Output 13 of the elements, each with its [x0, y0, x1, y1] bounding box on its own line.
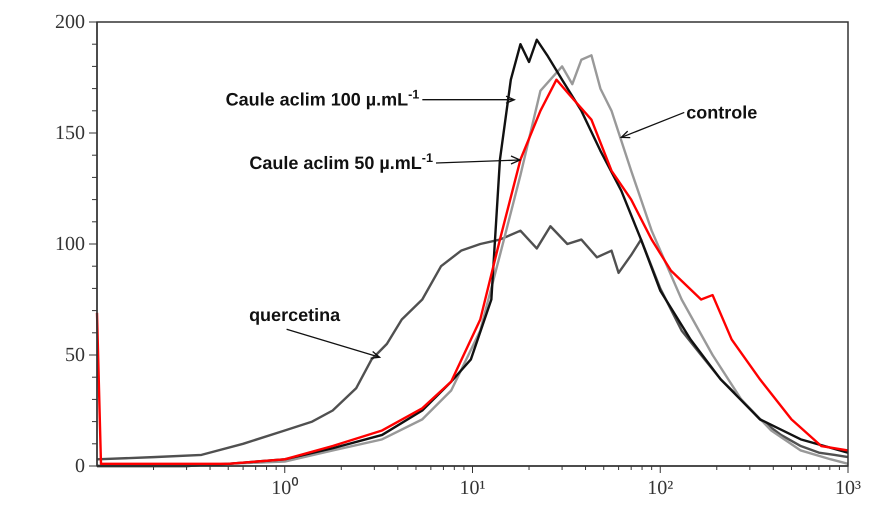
annotation: Caule aclim 50 µ.mL$^{-1}$ — [249, 151, 433, 173]
y-tick-label: 200 — [55, 11, 85, 33]
x-tick-label: 10² — [647, 477, 674, 499]
y-tick-label: 150 — [55, 122, 85, 144]
annotation: controle — [686, 102, 758, 122]
x-tick-label: 10¹ — [460, 477, 486, 499]
y-tick-label: 50 — [65, 344, 85, 366]
x-tick-label: 10⁰ — [271, 476, 298, 499]
x-tick-label: 10³ — [835, 477, 861, 499]
annotation: Caule aclim 100 µ.mL$^{-1}$ — [226, 88, 420, 110]
y-tick-label: 0 — [75, 455, 85, 477]
y-tick-label: 100 — [55, 233, 85, 255]
annotation: quercetina — [249, 305, 342, 326]
